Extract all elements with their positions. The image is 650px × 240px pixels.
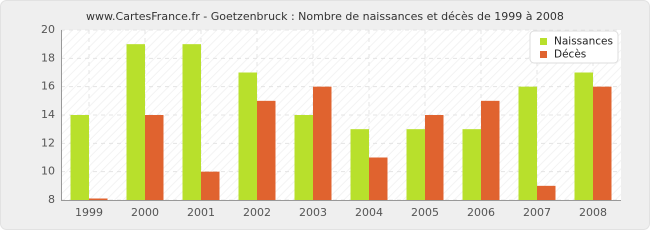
x-tick-label: 2003 (299, 206, 327, 219)
bar (257, 100, 276, 200)
x-tick-label: 2000 (131, 206, 159, 219)
y-tick-label: 12 (41, 136, 55, 149)
bar (537, 185, 556, 200)
chart-title: www.CartesFrance.fr - Goetzenbruck : Nom… (86, 10, 564, 23)
legend-swatch (540, 51, 547, 58)
x-tick-label: 2001 (187, 206, 215, 219)
bar (294, 115, 313, 200)
bar (425, 115, 444, 200)
y-tick-label: 20 (41, 23, 55, 36)
x-tick-label: 2006 (467, 206, 495, 219)
bar (350, 129, 369, 200)
bar (89, 198, 108, 200)
legend-swatch (540, 38, 547, 45)
x-tick-label: 1999 (75, 206, 103, 219)
bar (313, 86, 332, 200)
bar (238, 72, 257, 200)
y-tick-label: 8 (48, 193, 55, 206)
x-tick-label: 2005 (411, 206, 439, 219)
chart: www.CartesFrance.fr - Goetzenbruck : Nom… (0, 0, 650, 230)
bar (182, 44, 201, 200)
bar (406, 129, 425, 200)
y-tick-label: 10 (41, 165, 55, 178)
x-tick-label: 2007 (523, 206, 551, 219)
legend-label: Naissances (554, 36, 613, 48)
legend-box (529, 30, 619, 64)
legend-label: Décès (554, 49, 586, 61)
x-tick-label: 2004 (355, 206, 383, 219)
y-tick-label: 14 (41, 108, 55, 121)
bar (201, 171, 220, 200)
bar (593, 86, 612, 200)
x-tick-label: 2008 (579, 206, 607, 219)
y-tick-label: 16 (41, 80, 55, 93)
bar (126, 44, 145, 200)
bar (70, 115, 89, 200)
bar (145, 115, 164, 200)
bar (574, 72, 593, 200)
bar (481, 100, 500, 200)
x-tick-label: 2002 (243, 206, 271, 219)
bar (462, 129, 481, 200)
bar (369, 157, 388, 200)
y-tick-label: 18 (41, 51, 55, 64)
bar (518, 86, 537, 200)
